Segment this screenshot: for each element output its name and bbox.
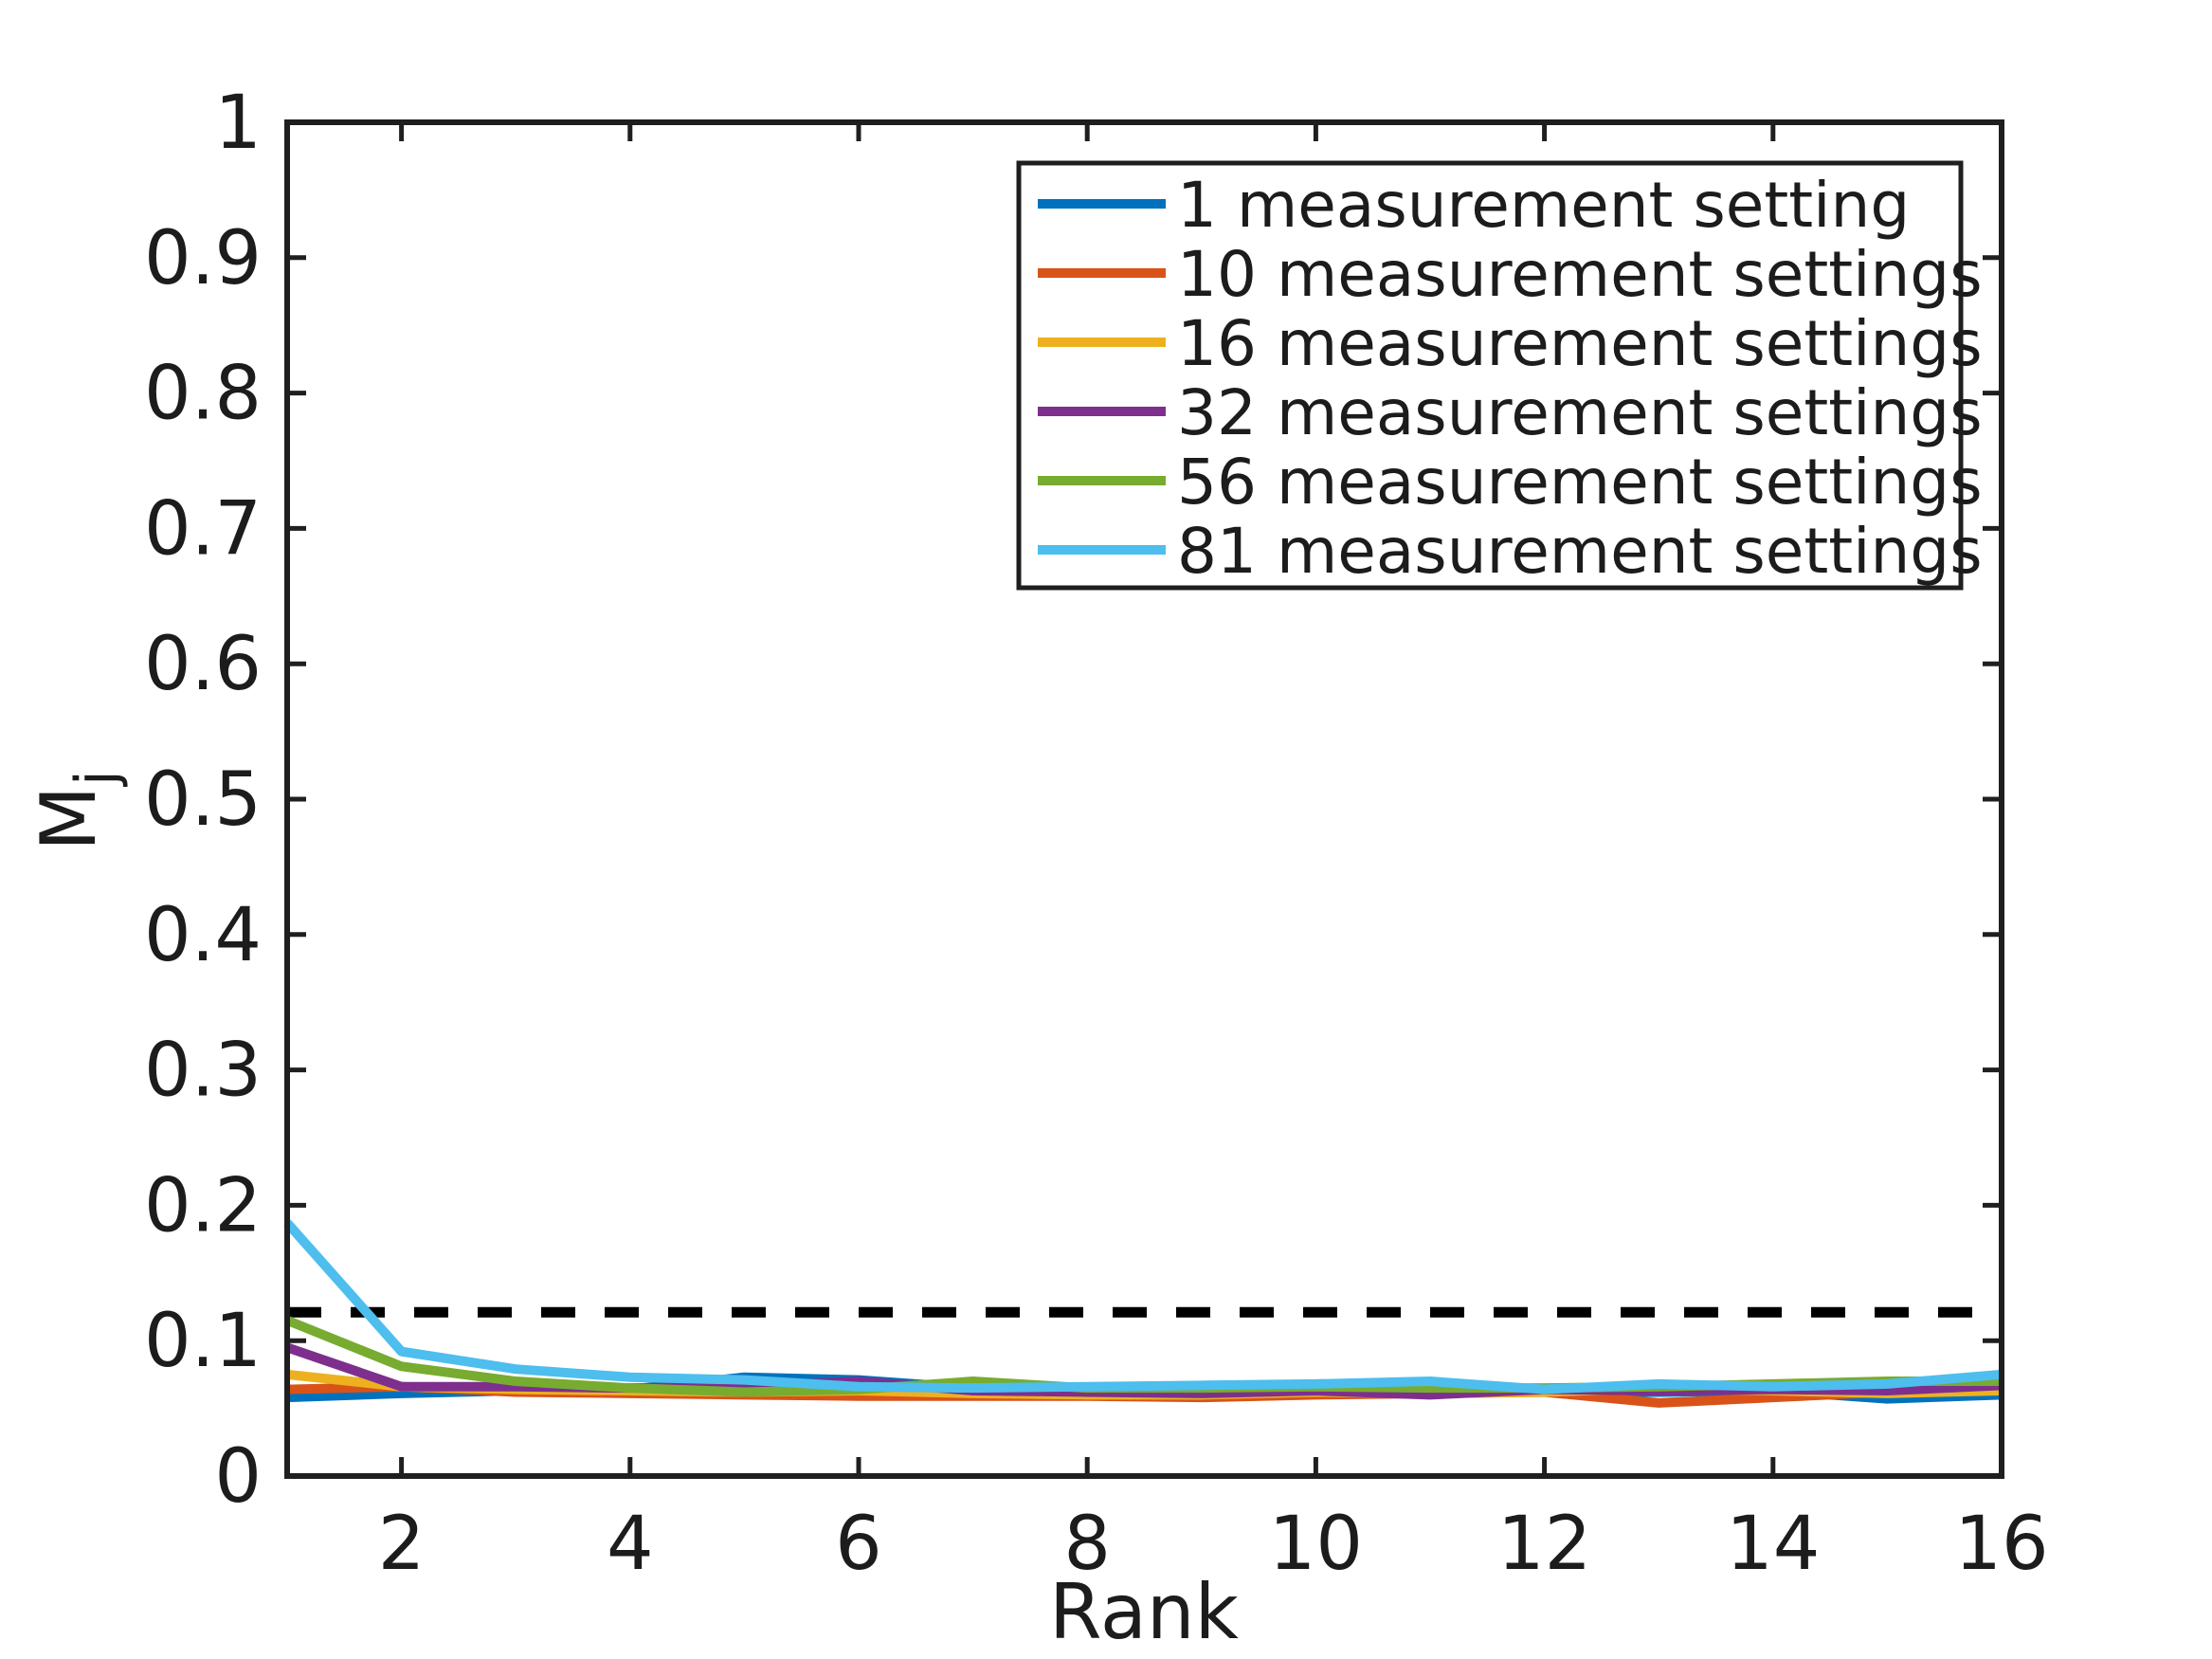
x-tick-label: 6 <box>835 1502 882 1587</box>
legend-label: 81 measurement settings <box>1177 515 1983 588</box>
x-tick-label: 4 <box>607 1502 654 1587</box>
y-axis-label: Mj <box>25 770 130 851</box>
y-tick-label: 0.4 <box>144 893 262 978</box>
x-tick-label: 8 <box>1063 1502 1111 1587</box>
y-axis-label-subscript: j <box>63 770 130 788</box>
y-tick-label: 0.7 <box>144 486 262 572</box>
series-lines-group <box>283 1219 2003 1408</box>
legend-label: 32 measurement settings <box>1177 376 1983 449</box>
y-tick-label: 0.9 <box>144 216 262 301</box>
y-tick-labels-group: 0 0.1 0.2 0.3 0.4 0.5 0.6 0.7 0.8 0.9 1 <box>144 81 262 1520</box>
y-tick-label: 0.6 <box>144 622 262 707</box>
axis-ticks-group <box>287 119 2004 1479</box>
legend-label: 16 measurement settings <box>1177 307 1983 380</box>
x-tick-label: 14 <box>1726 1502 1820 1587</box>
x-tick-label: 12 <box>1497 1502 1591 1587</box>
x-tick-labels-group: 2 4 6 8 10 12 14 16 <box>378 1502 2049 1587</box>
y-tick-label: 0.2 <box>144 1163 262 1249</box>
x-tick-label: 2 <box>378 1502 426 1587</box>
y-axis-label-base: M <box>25 786 113 851</box>
legend-box <box>1016 160 1964 591</box>
y-tick-label: 0.1 <box>144 1299 262 1384</box>
x-tick-label: 10 <box>1269 1502 1363 1587</box>
legend-label: 56 measurement settings <box>1177 446 1983 519</box>
y-tick-label: 0.3 <box>144 1029 262 1114</box>
y-tick-label: 1 <box>214 81 262 166</box>
legend-label: 10 measurement settings <box>1177 238 1983 311</box>
y-tick-label: 0.5 <box>144 757 262 843</box>
x-axis-label: Rank <box>1049 1568 1240 1656</box>
legend-label: 1 measurement setting <box>1177 169 1910 242</box>
y-tick-label: 0.8 <box>144 352 262 437</box>
series-line-81 <box>283 1219 2003 1395</box>
x-tick-label: 16 <box>1954 1502 2048 1587</box>
y-tick-label: 0 <box>214 1434 262 1520</box>
